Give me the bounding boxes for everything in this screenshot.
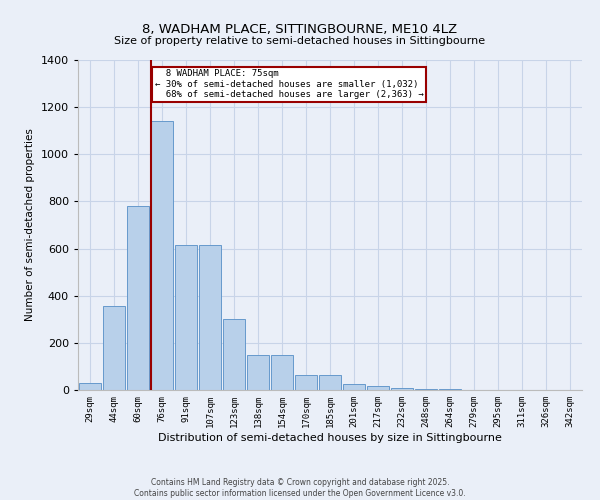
- Y-axis label: Number of semi-detached properties: Number of semi-detached properties: [25, 128, 35, 322]
- Bar: [295, 374, 317, 390]
- Bar: [151, 122, 173, 390]
- Bar: [415, 389, 437, 390]
- Bar: [319, 374, 341, 390]
- X-axis label: Distribution of semi-detached houses by size in Sittingbourne: Distribution of semi-detached houses by …: [158, 432, 502, 442]
- Bar: [343, 384, 365, 390]
- Bar: [199, 245, 221, 390]
- Text: 8, WADHAM PLACE, SITTINGBOURNE, ME10 4LZ: 8, WADHAM PLACE, SITTINGBOURNE, ME10 4LZ: [142, 22, 458, 36]
- Bar: [79, 383, 101, 390]
- Bar: [127, 206, 149, 390]
- Text: Size of property relative to semi-detached houses in Sittingbourne: Size of property relative to semi-detach…: [115, 36, 485, 46]
- Bar: [247, 354, 269, 390]
- Text: Contains HM Land Registry data © Crown copyright and database right 2025.
Contai: Contains HM Land Registry data © Crown c…: [134, 478, 466, 498]
- Bar: [367, 386, 389, 390]
- Bar: [175, 245, 197, 390]
- Bar: [439, 389, 461, 390]
- Bar: [271, 354, 293, 390]
- Bar: [103, 306, 125, 390]
- Bar: [391, 388, 413, 390]
- Text: 8 WADHAM PLACE: 75sqm
← 30% of semi-detached houses are smaller (1,032)
  68% of: 8 WADHAM PLACE: 75sqm ← 30% of semi-deta…: [155, 70, 424, 99]
- Bar: [223, 320, 245, 390]
